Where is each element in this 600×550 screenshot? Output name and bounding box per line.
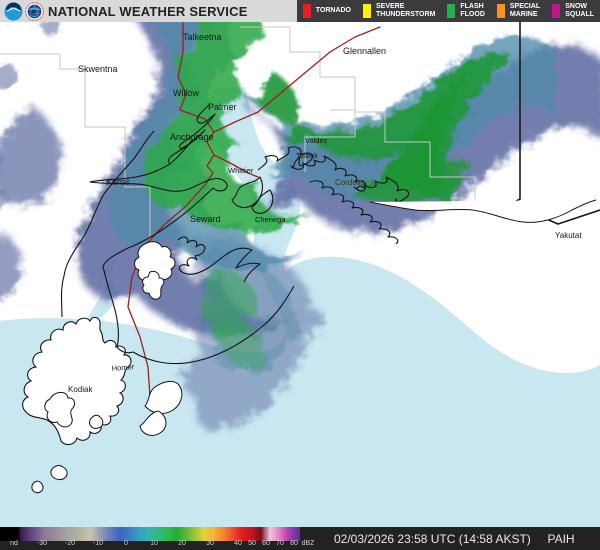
svg-text:Kodiak: Kodiak	[68, 385, 93, 394]
svg-text:Anchorage: Anchorage	[170, 132, 214, 142]
svg-text:Whittier: Whittier	[228, 166, 254, 175]
svg-text:Skwentna: Skwentna	[78, 64, 118, 74]
svg-text:Kenai: Kenai	[106, 177, 129, 187]
svg-text:Cordova: Cordova	[335, 178, 366, 187]
svg-text:Talkeetna: Talkeetna	[183, 32, 222, 42]
svg-text:Tatitlek: Tatitlek	[296, 153, 318, 160]
svg-text:Yakutat: Yakutat	[555, 231, 582, 240]
svg-text:Seward: Seward	[190, 214, 221, 224]
svg-text:Valdez: Valdez	[305, 136, 328, 145]
svg-text:Palmer: Palmer	[208, 102, 237, 112]
svg-text:Chenega: Chenega	[255, 215, 286, 224]
svg-text:Glennallen: Glennallen	[343, 46, 386, 56]
svg-text:Willow: Willow	[173, 88, 199, 98]
